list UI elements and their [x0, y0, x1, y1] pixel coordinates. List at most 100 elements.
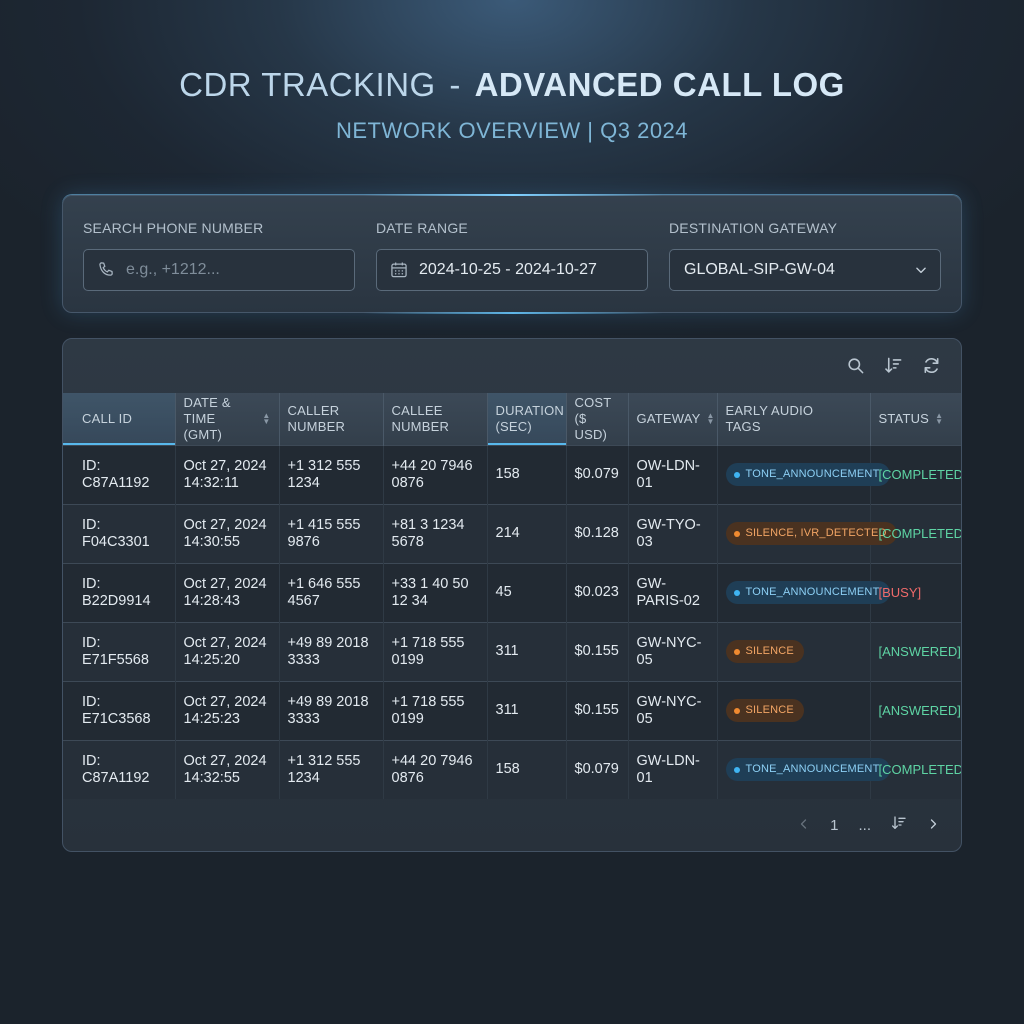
tag-dot-icon [733, 530, 740, 537]
callee-cell: +33 1 40 50 12 34 [383, 563, 488, 622]
search-box[interactable] [83, 249, 355, 291]
tag-dot-icon [733, 648, 740, 655]
search-button[interactable] [845, 355, 865, 375]
pagination-ellipsis: ... [858, 816, 871, 834]
col-header-call-id[interactable]: CALL ID [63, 393, 176, 445]
call-id-cell: ID: E71C3568 [63, 681, 176, 740]
date-range-field-group: DATE RANGE 2024-10-25 - 2024-10-27 [376, 220, 648, 291]
call-date: Oct 27, 2024 [183, 575, 267, 592]
chevron-down-icon [916, 267, 926, 274]
sort-icon [892, 816, 906, 829]
cost-cell: $0.155 [566, 681, 629, 740]
caller-cell: +49 89 2018 3333 [279, 622, 384, 681]
table-header-row: CALL ID DATE & TIME (GMT) ▲ ▼ CALLER NUMBER… [63, 393, 961, 445]
table-row[interactable]: ID: E71C3568 Oct 27, 2024 14:25:23 +49 89… [63, 681, 961, 740]
gateway-cell: GW-NYC-05 [628, 681, 718, 740]
search-icon [847, 357, 863, 373]
col-header-datetime[interactable]: DATE & TIME (GMT) ▲ ▼ [175, 393, 280, 445]
gateway-cell: GW- PARIS-02 [628, 563, 718, 622]
table-row[interactable]: ID: B22D9914 Oct 27, 2024 14:28:43 +1 646… [63, 563, 961, 622]
callee-cell: +44 20 7946 0876 [383, 740, 488, 799]
caller-cell: +1 415 555 9876 [279, 504, 384, 563]
datetime-cell: Oct 27, 2024 14:32:55 [175, 740, 280, 799]
call-date: Oct 27, 2024 [183, 752, 267, 769]
duration-cell: 45 [487, 563, 567, 622]
sort-button[interactable] [883, 355, 903, 375]
call-date: Oct 27, 2024 [183, 634, 267, 651]
caller-cell: +1 312 555 1234 [279, 445, 384, 504]
status-badge: [COMPLETED] [878, 466, 962, 482]
callee-cell: +1 718 555 0199 [383, 681, 488, 740]
page-sort-button[interactable] [891, 815, 907, 835]
call-time: 14:25:23 [183, 710, 240, 727]
tag-dot-icon [733, 707, 740, 714]
col-header-duration[interactable]: DURATION (SEC) [487, 393, 567, 445]
col-header-callee[interactable]: CALLEE NUMBER [383, 393, 488, 445]
pagination: 1 ... [798, 815, 939, 835]
status-cell: [ANSWERED] [870, 622, 961, 681]
tag-cell: TONE_ANNOUNCEMENT [717, 563, 890, 622]
call-id-cell: ID: C87A1192 [63, 445, 176, 504]
call-id-cell: ID: B22D9914 [63, 563, 176, 622]
tag-cell: SILENCE, IVR_DETECTED [717, 504, 897, 563]
call-log-table: CALL ID DATE & TIME (GMT) ▲ ▼ CALLER NUMBER… [63, 393, 962, 799]
gateway-cell: GW-TYO-03 [628, 504, 718, 563]
gateway-label: DESTINATION GATEWAY [669, 220, 838, 236]
date-range-picker[interactable]: 2024-10-25 - 2024-10-27 [376, 249, 648, 291]
table-row[interactable]: ID: E71F5568 Oct 27, 2024 14:25:20 +49 89… [63, 622, 961, 681]
col-header-status[interactable]: STATUS ▲ ▼ [870, 393, 961, 445]
search-field-group: SEARCH PHONE NUMBER [83, 220, 355, 291]
table-row[interactable]: ID: C87A1192 Oct 27, 2024 14:32:11 +1 312… [63, 445, 962, 504]
cost-cell: $0.023 [566, 563, 629, 622]
audio-tag-badge: SILENCE [725, 640, 804, 663]
col-header-label: DATE & TIME (GMT) [183, 394, 231, 442]
col-header-label: COST ($ USD) [574, 394, 612, 442]
search-input[interactable] [126, 261, 326, 279]
tag-dot-icon [733, 471, 740, 478]
sort-toggle-icon: ▲ ▼ [935, 410, 944, 426]
call-time: 14:30:55 [183, 533, 240, 550]
call-id-cell: ID: E71F5568 [63, 622, 176, 681]
duration-cell: 311 [487, 622, 567, 681]
status-badge: [BUSY] [878, 584, 922, 600]
status-badge: [ANSWERED] [878, 702, 961, 718]
col-header-caller[interactable]: CALLER NUMBER [279, 393, 384, 445]
gateway-cell: OW-LDN-01 [628, 445, 718, 504]
page-number[interactable]: 1 [830, 816, 839, 834]
title-bold: ADVANCED CALL LOG [474, 66, 845, 103]
datetime-cell: Oct 27, 2024 14:32:11 [175, 445, 280, 504]
audio-tag-badge: TONE_ANNOUNCEMENT [725, 581, 890, 604]
audio-tag-badge: SILENCE, IVR_DETECTED [725, 522, 897, 545]
calendar-icon [391, 262, 407, 278]
gateway-select[interactable]: GLOBAL-SIP-GW-04 [669, 249, 941, 291]
tag-cell: TONE_ANNOUNCEMENT [717, 740, 890, 799]
call-id: ID: B22D9914 [82, 575, 151, 609]
table-toolbar [845, 355, 941, 375]
status-cell: [COMPLETED] [870, 740, 962, 799]
status-badge: [COMPLETED] [878, 761, 962, 777]
table-row[interactable]: ID: C87A1192 Oct 27, 2024 14:32:55 +1 312… [63, 740, 962, 799]
phone-icon [99, 262, 113, 276]
col-header-label: CALLER NUMBER [287, 402, 346, 434]
col-header-cost[interactable]: COST ($ USD) [566, 393, 629, 445]
call-date: Oct 27, 2024 [183, 516, 267, 533]
cost-cell: $0.079 [566, 445, 629, 504]
chevron-right-icon [930, 818, 937, 829]
chevron-left-icon [800, 818, 807, 829]
call-id-cell: ID: F04C3301 [63, 504, 176, 563]
refresh-icon [924, 357, 938, 373]
col-header-gateway[interactable]: GATEWAY ▲ ▼ [628, 393, 718, 445]
refresh-button[interactable] [921, 355, 941, 375]
next-page-button[interactable] [927, 817, 939, 834]
table-row[interactable]: ID: F04C3301 Oct 27, 2024 14:30:55 +1 415… [63, 504, 961, 563]
prev-page-button[interactable] [798, 817, 810, 834]
col-header-early-audio-tags[interactable]: EARLY AUDIO TAGS [717, 393, 871, 445]
call-id: ID: E71F5568 [82, 634, 149, 668]
caller-cell: +1 312 555 1234 [279, 740, 384, 799]
filter-panel: SEARCH PHONE NUMBER DATE RANGE 2024-10-2… [62, 194, 962, 314]
gateway-field-group: DESTINATION GATEWAY GLOBAL-SIP-GW-04 [669, 220, 941, 291]
title-light: CDR TRACKING [179, 66, 436, 103]
tag-cell: SILENCE [717, 681, 871, 740]
callee-cell: +81 3 1234 5678 [383, 504, 488, 563]
call-time: 14:32:11 [183, 474, 239, 491]
